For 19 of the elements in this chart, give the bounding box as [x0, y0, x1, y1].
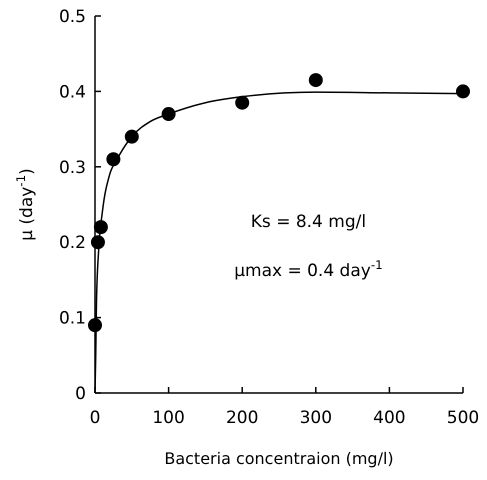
y-tick-label: 0.1 [58, 308, 86, 329]
y-tick-label: 0.3 [58, 158, 86, 178]
x-tick-label: 300 [300, 408, 332, 428]
point [235, 96, 250, 110]
y-tick-label: 0.5 [58, 6, 86, 27]
x-tick-label: 0 [90, 408, 100, 428]
y-tick-label: 0.2 [58, 233, 86, 254]
x-tick-label: 200 [226, 408, 258, 428]
annotation: μmax = 0.4 day$^{-1}$ [234, 258, 383, 282]
annotation: Ks = 8.4 mg/l [250, 212, 366, 232]
point [456, 84, 470, 98]
point [90, 235, 105, 250]
x-axis-title: Bacteria concentraion (mg/l) [164, 449, 394, 468]
x-tick-label: 400 [373, 408, 406, 428]
point [308, 73, 323, 88]
y-tick-label: 0 [75, 384, 86, 404]
x-tick-label: 500 [446, 408, 480, 428]
y-tick-label: 0.4 [58, 82, 86, 102]
x-tick-label: 100 [152, 408, 185, 428]
